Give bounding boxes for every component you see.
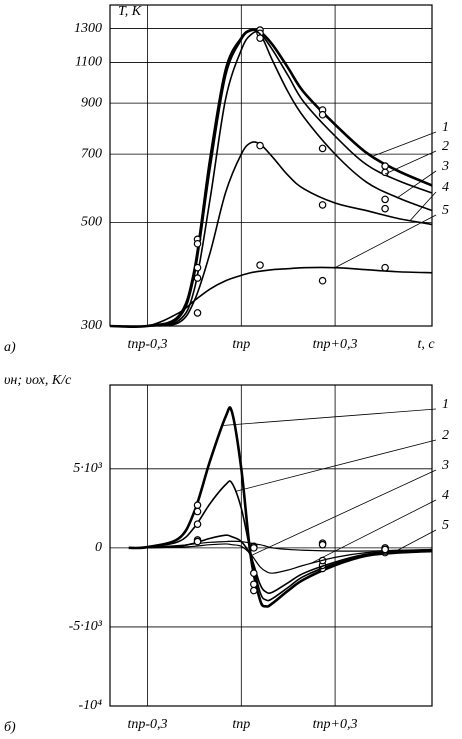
y-tick-label: -5·10³ — [69, 619, 103, 634]
measured-point — [250, 544, 258, 552]
curve-label: 2 — [442, 428, 449, 443]
leader-line — [250, 469, 437, 557]
measured-point — [381, 195, 389, 204]
measured-point — [318, 144, 327, 153]
measured-point — [250, 586, 258, 595]
curve-label: 3 — [441, 159, 449, 174]
leader-line — [222, 408, 437, 426]
measured-point — [193, 537, 202, 546]
measured-point — [256, 141, 264, 150]
x-tick-label: tпр-0,3 — [127, 337, 167, 352]
x-tick-label: tпр-0,3 — [127, 717, 167, 732]
measured-point — [193, 239, 202, 248]
y-tick-label: 5·10³ — [73, 461, 103, 476]
y-tick-label: 900 — [81, 95, 102, 110]
curve-label: 1 — [442, 120, 449, 135]
curve — [109, 141, 433, 328]
leader-line — [397, 529, 437, 551]
x-tick-label: tпр+0,3 — [313, 337, 358, 352]
curve-label: 3 — [441, 458, 449, 473]
curve-label: 5 — [442, 203, 449, 218]
measured-point — [318, 110, 327, 119]
curve — [109, 30, 433, 328]
y-tick-label: 700 — [81, 146, 102, 161]
curve-label: 1 — [442, 397, 449, 412]
leader-line — [384, 150, 437, 175]
y-axis-title: T, K — [118, 4, 142, 19]
measured-point — [250, 580, 258, 589]
y-tick-label: 500 — [81, 215, 102, 230]
panel-label: a) — [4, 340, 16, 355]
y-tick-label: -10⁴ — [78, 698, 102, 713]
leader-line — [409, 191, 437, 221]
curve — [109, 29, 433, 328]
measured-point — [256, 34, 264, 42]
x-tick-label: tпр — [232, 337, 250, 352]
curve — [109, 266, 433, 328]
curve — [128, 540, 433, 552]
measured-point — [318, 540, 327, 549]
measured-point — [256, 261, 264, 269]
curve-label: 4 — [442, 180, 449, 195]
curve-label: 5 — [442, 518, 449, 533]
leader-line — [372, 131, 437, 157]
curve-label: 2 — [442, 139, 449, 154]
measured-point — [193, 507, 202, 516]
curve — [109, 28, 433, 329]
plot-frame — [109, 384, 433, 707]
curve — [128, 534, 433, 595]
y-axis-title: υн; υох, K/c — [4, 373, 72, 388]
measured-point — [381, 168, 389, 177]
measured-point — [381, 204, 389, 213]
leader-line — [334, 214, 437, 268]
measured-point — [381, 545, 389, 554]
plot-frame — [109, 4, 433, 327]
measured-point — [318, 201, 327, 209]
measured-point — [193, 263, 202, 272]
measured-point — [193, 309, 202, 317]
leader-line — [397, 170, 437, 198]
curve — [128, 543, 433, 574]
x-tick-label: tпр+0,3 — [313, 717, 358, 732]
y-tick-label: 1300 — [74, 21, 102, 36]
measured-point — [193, 520, 202, 528]
y-tick-label: 300 — [80, 318, 102, 333]
measured-point — [250, 569, 258, 577]
measured-point — [193, 501, 202, 509]
curve — [128, 406, 433, 608]
measured-point — [318, 276, 327, 285]
measured-point — [193, 274, 202, 282]
leader-line — [309, 499, 437, 565]
measured-point — [381, 263, 389, 272]
y-tick-label: 0 — [95, 540, 102, 555]
measured-point — [381, 162, 389, 170]
panel-label: б) — [4, 720, 16, 735]
y-tick-label: 1100 — [75, 55, 102, 70]
x-tick-label: tпр — [232, 717, 250, 732]
leader-line — [234, 439, 437, 492]
x-axis-title: t, c — [417, 337, 435, 352]
curve-label: 4 — [442, 488, 449, 503]
